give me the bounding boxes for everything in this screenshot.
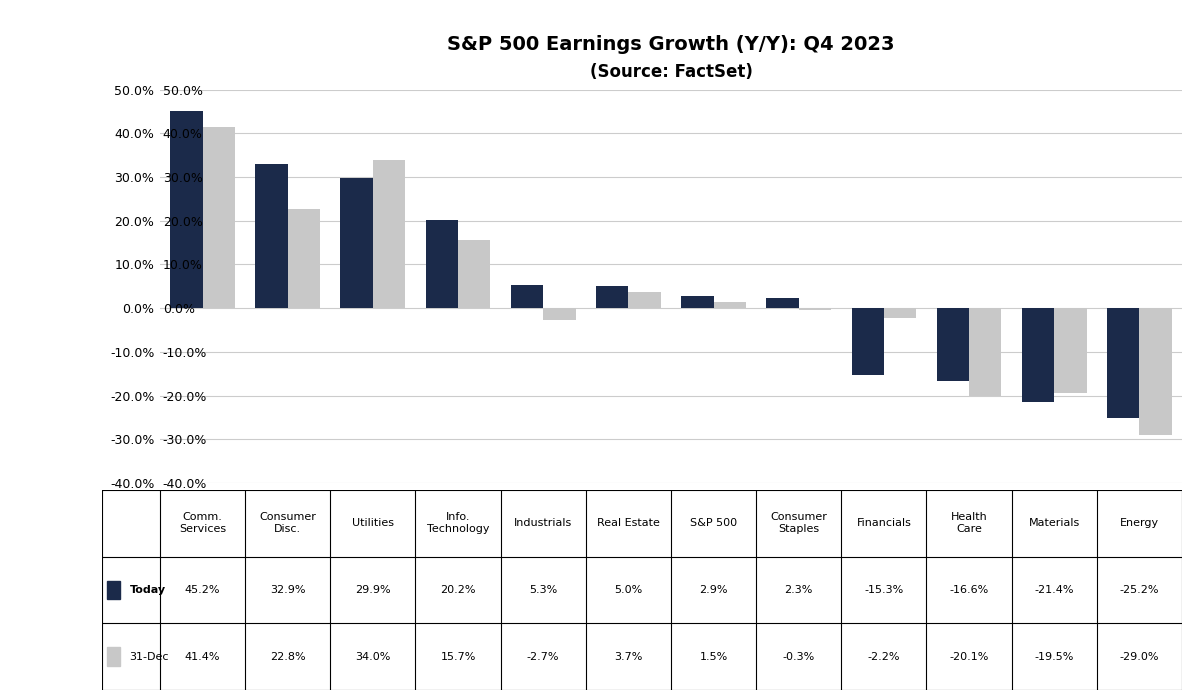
Text: -29.0%: -29.0% xyxy=(1120,651,1159,662)
Text: Consumer
Disc.: Consumer Disc. xyxy=(259,513,316,534)
Text: 22.8%: 22.8% xyxy=(270,651,306,662)
Text: Industrials: Industrials xyxy=(514,518,572,529)
Bar xyxy=(799,308,832,310)
Bar xyxy=(203,127,235,308)
Bar xyxy=(970,308,1002,396)
Bar xyxy=(458,239,491,308)
Text: -25.2%: -25.2% xyxy=(1120,585,1159,595)
Text: 45.2%: 45.2% xyxy=(185,585,221,595)
Bar xyxy=(1140,308,1171,435)
Text: 2.3%: 2.3% xyxy=(785,585,812,595)
Bar xyxy=(884,308,917,318)
Bar xyxy=(596,286,629,308)
Bar xyxy=(1108,308,1140,418)
Text: 31-Dec: 31-Dec xyxy=(130,651,169,662)
Text: Today: Today xyxy=(130,585,166,595)
Text: 15.7%: 15.7% xyxy=(440,651,475,662)
Bar xyxy=(373,159,406,308)
Bar xyxy=(341,177,373,308)
Text: Real Estate: Real Estate xyxy=(596,518,660,529)
Text: Consumer
Staples: Consumer Staples xyxy=(770,513,827,534)
Bar xyxy=(682,295,714,308)
Text: 1.5%: 1.5% xyxy=(700,651,727,662)
Bar xyxy=(714,302,746,308)
Text: Energy: Energy xyxy=(1120,518,1159,529)
Text: S&P 500: S&P 500 xyxy=(690,518,737,529)
Text: Utilities: Utilities xyxy=(352,518,394,529)
Text: Financials: Financials xyxy=(857,518,911,529)
Text: (Source: FactSet): (Source: FactSet) xyxy=(589,63,752,81)
Bar xyxy=(544,308,576,320)
Text: 41.4%: 41.4% xyxy=(185,651,221,662)
Text: Comm.
Services: Comm. Services xyxy=(179,513,226,534)
Text: S&P 500 Earnings Growth (Y/Y): Q4 2023: S&P 500 Earnings Growth (Y/Y): Q4 2023 xyxy=(448,35,895,55)
Text: 20.2%: 20.2% xyxy=(440,585,475,595)
Text: -16.6%: -16.6% xyxy=(949,585,989,595)
Text: 2.9%: 2.9% xyxy=(700,585,727,595)
Bar xyxy=(288,208,320,308)
Bar xyxy=(852,308,884,375)
Text: Materials: Materials xyxy=(1028,518,1080,529)
Text: Health
Care: Health Care xyxy=(950,513,988,534)
Text: -2.7%: -2.7% xyxy=(527,651,559,662)
Bar xyxy=(170,110,203,308)
Text: -20.1%: -20.1% xyxy=(949,651,989,662)
Text: 5.3%: 5.3% xyxy=(529,585,557,595)
Bar xyxy=(426,220,458,308)
Text: 32.9%: 32.9% xyxy=(270,585,306,595)
Bar xyxy=(937,308,970,381)
Bar xyxy=(256,164,288,308)
Bar xyxy=(511,285,544,308)
Bar xyxy=(107,647,120,666)
Text: -0.3%: -0.3% xyxy=(782,651,815,662)
Text: -2.2%: -2.2% xyxy=(868,651,900,662)
Bar xyxy=(1022,308,1055,402)
Text: 29.9%: 29.9% xyxy=(355,585,391,595)
Bar xyxy=(767,298,799,308)
Text: -19.5%: -19.5% xyxy=(1034,651,1074,662)
Bar xyxy=(1055,308,1087,393)
Text: 3.7%: 3.7% xyxy=(614,651,642,662)
Text: 34.0%: 34.0% xyxy=(355,651,390,662)
Text: -21.4%: -21.4% xyxy=(1034,585,1074,595)
Bar xyxy=(107,580,120,600)
Text: Info.
Technology: Info. Technology xyxy=(427,513,490,534)
Text: -15.3%: -15.3% xyxy=(864,585,904,595)
Bar xyxy=(629,292,661,308)
Text: 5.0%: 5.0% xyxy=(614,585,642,595)
